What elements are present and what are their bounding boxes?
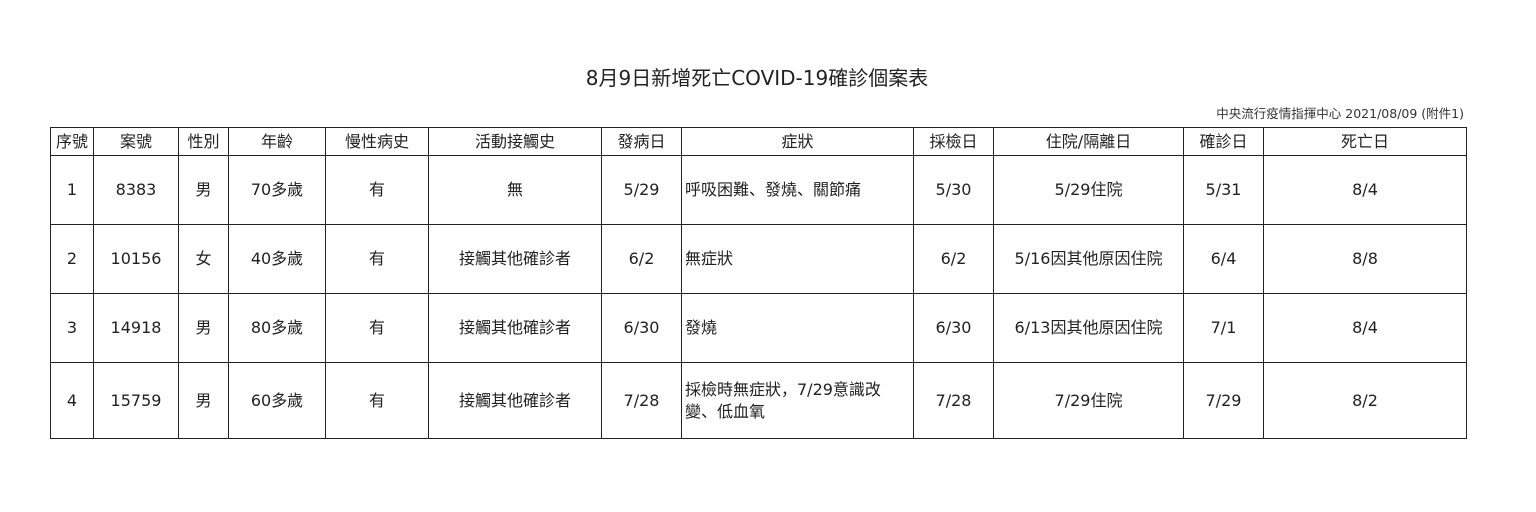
table-cell: 接觸其他確診者 bbox=[428, 362, 602, 439]
table-row: 3 14918 男 80多歲有接觸其他確診者 6/30 發燒 6/30 6/13因其他原因住院… bbox=[50, 293, 1467, 363]
column-header: 序號 bbox=[50, 127, 94, 156]
table-cell: 6/30 bbox=[913, 293, 994, 363]
table-cell: 有 bbox=[325, 224, 429, 294]
column-header: 死亡日 bbox=[1263, 127, 1467, 156]
table-row: 4 15759 男 60多歲有接觸其他確診者 7/28 採檢時無症狀，7/29意識改變、低… bbox=[50, 362, 1467, 439]
table-cell: 無症狀 bbox=[681, 224, 914, 294]
table-cell: 8383 bbox=[93, 155, 179, 225]
table-cell: 8/8 bbox=[1263, 224, 1467, 294]
table-cell: 6/2 bbox=[601, 224, 682, 294]
table-cell: 1 bbox=[50, 155, 94, 225]
column-header: 症狀 bbox=[681, 127, 914, 156]
table-cell: 採檢時無症狀，7/29意識改變、低血氧 bbox=[681, 362, 914, 439]
table-cell: 5/29住院 bbox=[993, 155, 1184, 225]
table-cell: 6/4 bbox=[1183, 224, 1264, 294]
table-cell: 有 bbox=[325, 293, 429, 363]
table-cell: 6/13因其他原因住院 bbox=[993, 293, 1184, 363]
column-header: 發病日 bbox=[601, 127, 682, 156]
column-header: 住院/隔離日 bbox=[993, 127, 1184, 156]
column-header: 性別 bbox=[178, 127, 229, 156]
table-cell: 發燒 bbox=[681, 293, 914, 363]
table-cell: 男 bbox=[178, 362, 229, 439]
table-cell: 10156 bbox=[93, 224, 179, 294]
table-cell: 5/29 bbox=[601, 155, 682, 225]
table-cell: 15759 bbox=[93, 362, 179, 439]
table-cell: 8/2 bbox=[1263, 362, 1467, 439]
table-cell: 4 bbox=[50, 362, 94, 439]
header-row: 序號 案號 性別 年齡 慢性病史 活動接觸史 發病日 症狀 採檢日 住院/隔離日 確診日 死亡日 bbox=[50, 127, 1467, 156]
column-header: 活動接觸史 bbox=[428, 127, 602, 156]
table-cell: 女 bbox=[178, 224, 229, 294]
table-cell: 男 bbox=[178, 155, 229, 225]
table-cell: 5/30 bbox=[913, 155, 994, 225]
table-cell: 7/28 bbox=[601, 362, 682, 439]
column-header: 年齡 bbox=[228, 127, 326, 156]
table-cell: 40多歲 bbox=[228, 224, 326, 294]
page-title: 8月9日新增死亡COVID-19確診個案表 bbox=[585, 66, 929, 90]
table-cell: 8/4 bbox=[1263, 293, 1467, 363]
table-cell: 7/29 bbox=[1183, 362, 1264, 439]
table-row: 1 8383 男 70多歲有無 5/29 呼吸困難、發燒、關節痛 5/30 5/29住院 5/3… bbox=[50, 155, 1467, 225]
table-cell: 14918 bbox=[93, 293, 179, 363]
table-cell: 7/1 bbox=[1183, 293, 1264, 363]
table-cell: 呼吸困難、發燒、關節痛 bbox=[681, 155, 914, 225]
table-cell: 80多歲 bbox=[228, 293, 326, 363]
table-cell: 8/4 bbox=[1263, 155, 1467, 225]
table-cell: 6/2 bbox=[913, 224, 994, 294]
table-cell: 有 bbox=[325, 362, 429, 439]
column-header: 採檢日 bbox=[913, 127, 994, 156]
table-cell: 70多歲 bbox=[228, 155, 326, 225]
table-cell: 接觸其他確診者 bbox=[428, 224, 602, 294]
table-cell: 男 bbox=[178, 293, 229, 363]
column-header: 案號 bbox=[93, 127, 179, 156]
table-cell: 5/31 bbox=[1183, 155, 1264, 225]
column-header: 確診日 bbox=[1183, 127, 1264, 156]
table-cell: 有 bbox=[325, 155, 429, 225]
column-header: 慢性病史 bbox=[325, 127, 429, 156]
table-row: 2 10156 女 40多歲有接觸其他確診者 6/2 無症狀 6/2 5/16因其他原因住院 6… bbox=[50, 224, 1467, 294]
table-cell: 7/28 bbox=[913, 362, 994, 439]
table-cell: 無 bbox=[428, 155, 602, 225]
subtitle: 中央流行疫情指揮中心 2021/08/09 (附件1) bbox=[1216, 106, 1464, 121]
table-cell: 2 bbox=[50, 224, 94, 294]
table-cell: 60多歲 bbox=[228, 362, 326, 439]
table-cell: 5/16因其他原因住院 bbox=[993, 224, 1184, 294]
table-cell: 3 bbox=[50, 293, 94, 363]
table-cell: 7/29住院 bbox=[993, 362, 1184, 439]
table-cell: 接觸其他確診者 bbox=[428, 293, 602, 363]
table-cell: 6/30 bbox=[601, 293, 682, 363]
